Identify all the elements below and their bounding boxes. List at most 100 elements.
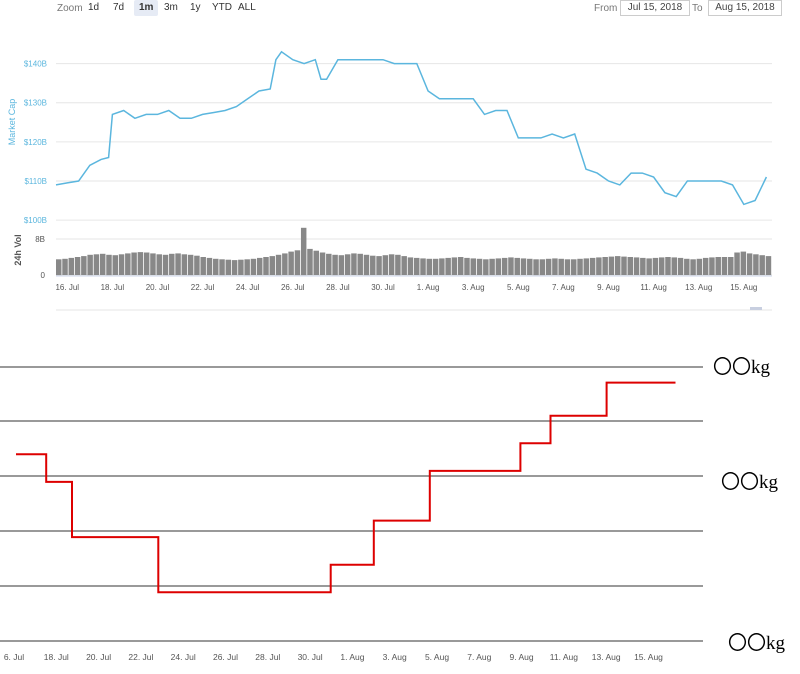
weight-x-tick-label: 7. Aug bbox=[467, 652, 491, 662]
volume-bar bbox=[614, 256, 621, 275]
volume-bar bbox=[344, 254, 351, 275]
volume-bar bbox=[137, 252, 144, 275]
volume-bar bbox=[219, 259, 225, 276]
volume-bar bbox=[501, 257, 508, 275]
volume-bar bbox=[514, 257, 520, 275]
volume-bar bbox=[721, 257, 728, 275]
zoom-ytd-button[interactable]: YTD bbox=[212, 2, 232, 13]
zoom-7d-button[interactable]: 7d bbox=[113, 2, 125, 13]
volume-bar bbox=[238, 259, 244, 275]
volume-bar bbox=[99, 253, 106, 275]
weight-x-tick-label: 26. Jul bbox=[213, 652, 238, 662]
volume-bar bbox=[564, 259, 571, 276]
volume-bar bbox=[646, 258, 652, 275]
from-date-input[interactable]: Jul 15, 2018 bbox=[620, 0, 690, 16]
volume-bar bbox=[765, 256, 772, 275]
kg-label-top: 〇〇kg bbox=[713, 357, 771, 378]
volume-bar bbox=[596, 257, 602, 275]
market-cap-x-tick-label: 15. Aug bbox=[730, 283, 757, 292]
market-cap-x-tick-label: 20. Jul bbox=[146, 283, 170, 292]
weight-x-tick-label: 15. Aug bbox=[634, 652, 663, 662]
volume-bar bbox=[690, 259, 696, 276]
volume-bar bbox=[715, 257, 721, 275]
volume-bar bbox=[539, 259, 546, 276]
volume-bar bbox=[407, 257, 414, 275]
volume-bar bbox=[213, 258, 219, 275]
volume-bar bbox=[56, 259, 62, 276]
volume-y-tick-label: 8B bbox=[35, 235, 45, 244]
weight-x-tick-label: 28. Jul bbox=[255, 652, 280, 662]
market-cap-x-tick-label: 30. Jul bbox=[371, 283, 395, 292]
market-cap-y-tick-label: $120B bbox=[24, 138, 47, 147]
volume-bar bbox=[395, 254, 401, 276]
weight-x-tick-label: 3. Aug bbox=[383, 652, 407, 662]
volume-bar bbox=[288, 251, 294, 275]
market-cap-chart: Zoom 1d 7d 1m 3m 1y YTD ALL From Jul 15,… bbox=[0, 0, 782, 312]
volume-bar bbox=[684, 258, 690, 275]
volume-axis-label: 24h Vol bbox=[13, 234, 23, 265]
weight-x-tick-label: 22. Jul bbox=[128, 652, 153, 662]
market-cap-x-tick-label: 28. Jul bbox=[326, 283, 350, 292]
volume-bar bbox=[470, 258, 477, 275]
volume-bar bbox=[175, 253, 181, 275]
volume-bar bbox=[759, 255, 765, 275]
market-cap-axis-label: Market Cap bbox=[7, 99, 17, 146]
volume-bar bbox=[702, 257, 709, 275]
volume-bar bbox=[633, 257, 640, 275]
volume-bar bbox=[125, 253, 131, 275]
volume-bar bbox=[483, 259, 489, 276]
zoom-1d-button[interactable]: 1d bbox=[88, 2, 100, 13]
zoom-all-button[interactable]: ALL bbox=[238, 2, 256, 13]
volume-bar bbox=[269, 256, 276, 275]
volume-bar bbox=[728, 257, 734, 275]
chart-toolbar: Zoom 1d 7d 1m 3m 1y YTD ALL From Jul 15,… bbox=[0, 0, 782, 20]
volume-bar bbox=[709, 257, 715, 275]
volume-bar bbox=[640, 257, 646, 275]
weight-step-line bbox=[16, 381, 676, 594]
volume-bar bbox=[143, 252, 150, 275]
volume-bar bbox=[451, 257, 458, 275]
volume-bar bbox=[106, 254, 112, 276]
volume-bar bbox=[602, 257, 608, 275]
market-cap-x-tick-label: 3. Aug bbox=[462, 283, 485, 292]
weight-x-tick-label: 18. Jul bbox=[44, 652, 69, 662]
market-cap-y-ticks: $100B $110B $120B $130B $140B bbox=[24, 60, 47, 226]
weight-gridlines bbox=[0, 366, 703, 642]
volume-bar bbox=[231, 260, 238, 275]
volume-bar bbox=[533, 259, 539, 276]
volume-bar bbox=[696, 258, 703, 275]
volume-bar bbox=[313, 250, 319, 275]
zoom-1y-button[interactable]: 1y bbox=[190, 2, 201, 13]
volume-bar bbox=[621, 256, 627, 275]
market-cap-x-ticks: 16. Jul 18. Jul 20. Jul 22. Jul 24. Jul 26. J… bbox=[55, 283, 757, 292]
volume-bar bbox=[131, 252, 137, 275]
volume-bar bbox=[263, 257, 269, 275]
volume-y-tick-label: 0 bbox=[41, 271, 46, 280]
weight-x-tick-label: 30. Jul bbox=[298, 652, 323, 662]
zoom-1m-button[interactable]: 1m bbox=[134, 0, 159, 16]
kg-label-bottom: 〇〇kg bbox=[728, 633, 786, 654]
volume-bar bbox=[300, 227, 307, 276]
volume-bar bbox=[200, 257, 206, 275]
navigator-handle[interactable] bbox=[750, 307, 762, 310]
weight-x-tick-label: 5. Aug bbox=[425, 652, 449, 662]
to-date-input[interactable]: Aug 15, 2018 bbox=[708, 0, 782, 16]
volume-bar bbox=[552, 258, 558, 275]
volume-bar bbox=[156, 254, 162, 275]
weight-x-tick-label: 6. Jul bbox=[4, 652, 24, 662]
volume-bar bbox=[250, 258, 257, 275]
volume-bar bbox=[464, 257, 470, 275]
market-cap-x-tick-label: 11. Aug bbox=[640, 283, 667, 292]
volume-bar bbox=[68, 257, 75, 275]
volume-bar bbox=[332, 254, 338, 276]
volume-bar bbox=[589, 257, 596, 275]
volume-bar bbox=[93, 254, 100, 275]
volume-y-ticks: 0 8B bbox=[35, 235, 45, 280]
weight-x-ticks: 6. Jul 18. Jul 20. Jul 22. Jul 24. Jul 26. Ju… bbox=[4, 652, 663, 662]
market-cap-x-tick-label: 24. Jul bbox=[236, 283, 260, 292]
volume-bar bbox=[558, 258, 564, 275]
market-cap-series-line bbox=[55, 50, 768, 206]
volume-bar bbox=[495, 258, 502, 275]
weight-x-tick-label: 13. Aug bbox=[592, 652, 621, 662]
zoom-3m-button[interactable]: 3m bbox=[164, 2, 178, 13]
